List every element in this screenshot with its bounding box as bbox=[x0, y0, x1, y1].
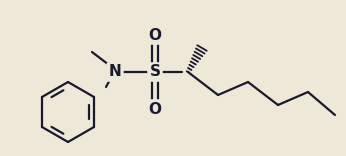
Text: O: O bbox=[148, 27, 162, 42]
Text: N: N bbox=[109, 64, 121, 80]
Text: O: O bbox=[148, 102, 162, 117]
Text: S: S bbox=[149, 64, 161, 80]
